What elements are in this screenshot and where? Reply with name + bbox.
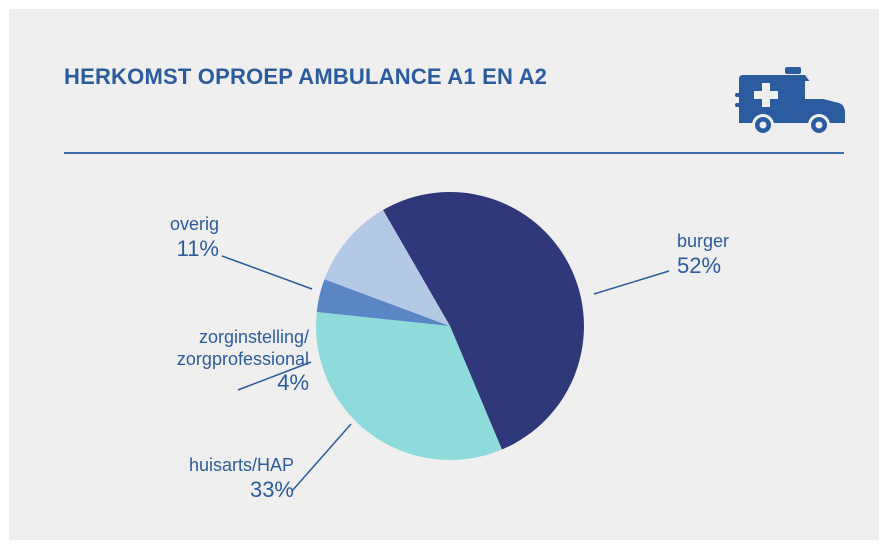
label-burger: burger 52% [677, 231, 729, 279]
label-overig-name: overig [169, 214, 219, 234]
infographic-panel: HERKOMST OPROEP AMBULANCE A1 EN A2 burge… [9, 9, 879, 540]
label-overig-percent: 11% [176, 235, 219, 261]
label-huisarts-percent: 33% [249, 476, 294, 502]
label-burger-percent: 52% [677, 252, 722, 278]
pie-slice-0 [383, 192, 584, 450]
label-huisarts: huisarts/HAP 33% [69, 455, 294, 503]
label-zorginstelling-line2: zorgprofessional [176, 348, 309, 369]
label-overig: overig 11% [109, 214, 219, 262]
ambulance-icon [735, 67, 845, 136]
leader-line-2 [237, 361, 312, 391]
leader-line-1 [221, 255, 313, 290]
label-huisarts-name: huisarts/HAP [188, 455, 294, 475]
title-divider [64, 152, 844, 154]
label-zorginstelling-line1: zorginstelling/ [198, 327, 309, 347]
pie-chart [221, 192, 670, 492]
label-zorginstelling-percent: 4% [277, 370, 309, 396]
label-burger-name: burger [677, 231, 730, 251]
label-zorginstelling: zorginstelling/ zorgprofessional 4% [69, 327, 309, 397]
pie-slice-2 [316, 279, 450, 326]
leader-line-3 [291, 423, 352, 492]
pie-slice-3 [324, 209, 450, 326]
chart-title: HERKOMST OPROEP AMBULANCE A1 EN A2 [64, 64, 548, 89]
pie-slice-1 [315, 311, 502, 461]
leader-line-0 [593, 270, 670, 295]
